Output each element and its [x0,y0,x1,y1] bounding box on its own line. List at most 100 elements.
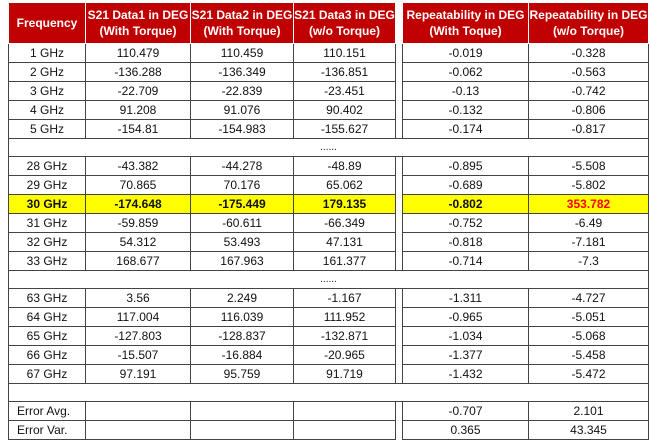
table-row: 33 GHz 168.677 167.963 161.377 -0.714 -7.3 [8,251,649,271]
value-cell: -7.181 [528,232,649,252]
table-row: 4 GHz 91.208 91.076 90.402 -0.132 -0.806 [8,100,649,120]
column-gap [395,307,403,327]
value-cell: 116.039 [190,307,294,327]
table-row: 63 GHz 3.56 2.249 -1.167 -1.311 -4.727 [8,288,649,308]
value-cell: -5.068 [528,326,649,346]
value-cell: 179.135 [293,194,396,214]
separator-row: ...... [8,270,649,289]
value-cell: -127.803 [85,326,191,346]
table-row: 1 GHz 110.479 110.459 110.151 -0.019 -0.328 [8,43,649,63]
value-cell: 70.176 [190,175,294,195]
value-cell: 110.459 [190,43,294,63]
column-header: Repeatability in DEG (w/o Torque) [528,2,649,44]
value-cell: -43.382 [85,156,191,176]
table-row: 2 GHz -136.288 -136.349 -136.851 -0.062 -0.56… [8,62,649,82]
value-cell: -0.802 [402,194,529,214]
column-gap [395,251,403,271]
value-cell: -6.49 [528,213,649,233]
column-gap [395,156,403,176]
column-gap [395,232,403,252]
value-cell [293,401,396,421]
column-gap [395,420,403,440]
value-cell: -15.507 [85,345,191,365]
column-gap [395,401,403,421]
frequency-cell: 64 GHz [8,307,86,327]
value-cell: 54.312 [85,232,191,252]
column-gap [395,43,403,63]
value-cell: -5.051 [528,307,649,327]
value-cell: 161.377 [293,251,396,271]
value-cell [85,401,191,421]
value-cell: 91.719 [293,364,396,384]
column-gap [395,326,403,346]
value-cell: -48.89 [293,156,396,176]
summary-row: Error Avg. -0.707 2.101 [8,401,649,421]
value-cell: -1.377 [402,345,529,365]
value-cell: -5.508 [528,156,649,176]
value-cell: 110.479 [85,43,191,63]
value-cell: -0.742 [528,81,649,101]
value-cell: 167.963 [190,251,294,271]
value-cell: -44.278 [190,156,294,176]
value-cell: -0.174 [402,119,529,139]
value-cell: 95.759 [190,364,294,384]
value-cell: 53.493 [190,232,294,252]
table-row: 67 GHz 97.191 95.759 91.719 -1.432 -5.472 [8,364,649,384]
ellipsis-cell [8,383,649,402]
value-cell: 0.365 [402,420,529,440]
value-cell: 3.56 [85,288,191,308]
frequency-cell: 5 GHz [8,119,86,139]
value-cell: 65.062 [293,175,396,195]
frequency-cell: 2 GHz [8,62,86,82]
frequency-cell: 28 GHz [8,156,86,176]
value-cell: 2.101 [528,401,649,421]
frequency-cell: 3 GHz [8,81,86,101]
value-cell: 111.952 [293,307,396,327]
frequency-cell: 1 GHz [8,43,86,63]
frequency-cell: 65 GHz [8,326,86,346]
value-cell: -22.709 [85,81,191,101]
value-cell: -60.611 [190,213,294,233]
frequency-cell: 63 GHz [8,288,86,308]
header-row: Frequency S21 Data1 in DEG (With Torque) S… [8,2,649,44]
frequency-cell: Error Avg. [8,401,86,421]
value-cell: -0.817 [528,119,649,139]
column-header: S21 Data3 in DEG (w/o Torque) [293,2,396,44]
value-cell: -0.132 [402,100,529,120]
column-gap [395,175,403,195]
column-gap [395,213,403,233]
value-cell: -128.837 [190,326,294,346]
value-cell: -66.349 [293,213,396,233]
column-header: Frequency [8,2,86,44]
frequency-cell: 4 GHz [8,100,86,120]
value-cell: -0.328 [528,43,649,63]
value-cell: 70.865 [85,175,191,195]
value-cell: 353.782 [528,194,649,214]
value-cell: -0.13 [402,81,529,101]
value-cell: -1.432 [402,364,529,384]
column-header: S21 Data1 in DEG (With Torque) [85,2,191,44]
column-gap [395,194,403,214]
value-cell: 110.151 [293,43,396,63]
column-header: S21 Data2 in DEG (With Torque) [190,2,294,44]
column-gap [395,100,403,120]
value-cell: -0.752 [402,213,529,233]
frequency-cell: 31 GHz [8,213,86,233]
value-cell: -0.965 [402,307,529,327]
value-cell: -23.451 [293,81,396,101]
value-cell [85,420,191,440]
value-cell: -136.851 [293,62,396,82]
value-cell: -5.472 [528,364,649,384]
frequency-cell: 33 GHz [8,251,86,271]
summary-row: Error Var. 0.365 43.345 [8,420,649,440]
separator-row: ...... [8,138,649,157]
table-row: 5 GHz -154.81 -154.983 -155.627 -0.174 -0.817 [8,119,649,139]
ellipsis-cell: ...... [8,270,649,289]
value-cell: -0.707 [402,401,529,421]
value-cell: 117.004 [85,307,191,327]
value-cell: -136.349 [190,62,294,82]
frequency-cell: Error Var. [8,420,86,440]
table-row: 30 GHz -174.648 -175.449 179.135 -0.802 353.7… [8,194,649,214]
value-cell: -22.839 [190,81,294,101]
table-row: 64 GHz 117.004 116.039 111.952 -0.965 -5.051 [8,307,649,327]
